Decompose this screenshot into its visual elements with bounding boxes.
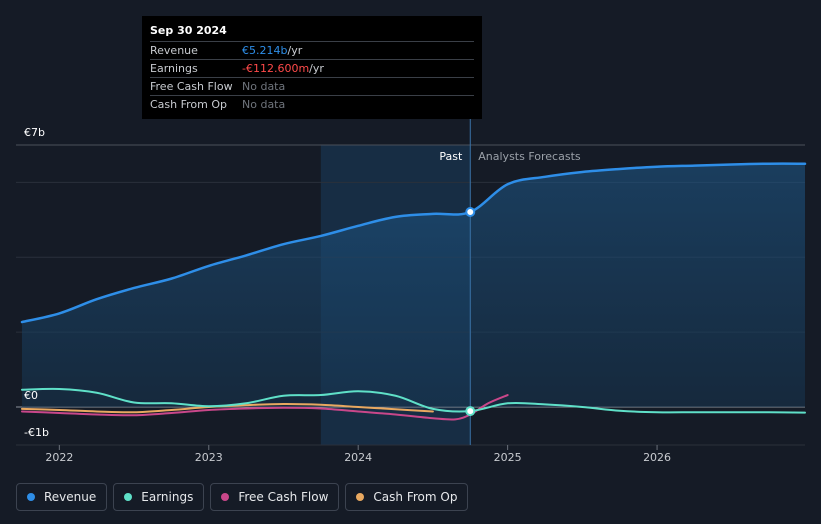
tooltip-row-earnings: Earnings -€112.600m /yr	[150, 59, 474, 77]
legend: Revenue Earnings Free Cash Flow Cash Fro…	[16, 483, 469, 511]
tooltip-suffix: /yr	[287, 44, 303, 57]
revenue-marker	[465, 206, 476, 217]
forecast-label: Analysts Forecasts	[478, 150, 581, 163]
legend-dot-icon	[124, 493, 133, 501]
legend-label: Cash From Op	[373, 490, 458, 504]
tooltip-label: Revenue	[150, 44, 198, 57]
tooltip-date: Sep 30 2024	[150, 24, 227, 37]
tooltip-row-revenue: Revenue €5.214b /yr	[150, 41, 474, 59]
x-tick-label: 2025	[494, 451, 522, 464]
legend-dot-icon	[356, 493, 365, 501]
earnings-marker	[465, 406, 476, 417]
revenue-area	[21, 163, 805, 407]
legend-label: Free Cash Flow	[238, 490, 329, 504]
x-tick-label: 2024	[344, 451, 372, 464]
tooltip-row-cash-from-op: Cash From Op No data	[150, 95, 474, 113]
y-tick-label: €7b	[24, 126, 45, 139]
tooltip-value: -€112.600m	[242, 62, 310, 75]
tooltip-label: Earnings	[150, 62, 198, 75]
tooltip-value: No data	[242, 80, 286, 93]
legend-label: Revenue	[44, 490, 97, 504]
past-label: Past	[439, 150, 463, 163]
y-tick-label: -€1b	[24, 426, 49, 439]
legend-item-free-cash-flow[interactable]: Free Cash Flow	[210, 483, 340, 511]
y-tick-label: €0	[24, 389, 38, 402]
legend-item-revenue[interactable]: Revenue	[16, 483, 108, 511]
tooltip-label: Free Cash Flow	[150, 80, 233, 93]
tooltip-suffix: /yr	[309, 62, 324, 75]
series-line-free-cash-flow	[20, 394, 509, 421]
legend-dot-icon	[27, 493, 35, 501]
tooltip-value: No data	[242, 98, 286, 111]
tooltip: Sep 30 2024 Revenue €5.214b /yr Earnings…	[142, 16, 482, 119]
x-tick-label: 2023	[195, 451, 223, 464]
legend-dot-icon	[221, 493, 230, 501]
tooltip-row-free-cash-flow: Free Cash Flow No data	[150, 77, 474, 95]
legend-label: Earnings	[141, 490, 194, 504]
x-tick-label: 2022	[45, 451, 73, 464]
tooltip-label: Cash From Op	[150, 98, 228, 111]
x-tick-label: 2026	[643, 451, 671, 464]
legend-item-earnings[interactable]: Earnings	[113, 483, 205, 511]
legend-item-cash-from-op[interactable]: Cash From Op	[345, 483, 469, 511]
series-line-earnings	[20, 387, 806, 414]
series-line-revenue	[20, 162, 807, 324]
tooltip-value: €5.214b	[242, 44, 288, 57]
